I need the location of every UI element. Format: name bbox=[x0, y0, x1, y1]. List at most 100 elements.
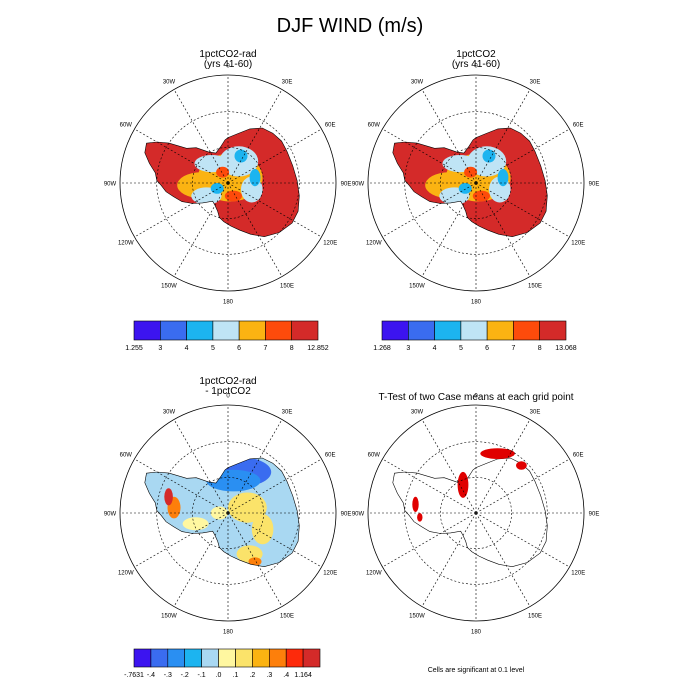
colorbar-tick-label: .0 bbox=[216, 672, 222, 679]
diff-cell-yellow bbox=[228, 492, 267, 523]
longitude-label: 90E bbox=[589, 512, 600, 518]
colorbar-tick-label: 1.268 bbox=[373, 345, 391, 352]
longitude-label: 30E bbox=[282, 409, 293, 415]
colorbar-tick-label: 1.164 bbox=[294, 672, 312, 679]
longitude-label: 60E bbox=[573, 453, 584, 459]
colorbar-box bbox=[460, 320, 488, 341]
longitude-line bbox=[227, 128, 322, 184]
longitude-line bbox=[227, 182, 283, 277]
colorbar-tick-label: .1 bbox=[233, 672, 239, 679]
longitude-label: 30E bbox=[530, 409, 541, 415]
panel-2: 1pctCO2 (yrs 41-60) 0 30E 60E 90E 120E 150E 18… bbox=[352, 49, 600, 352]
longitude-line bbox=[134, 182, 229, 238]
longitude-line bbox=[475, 89, 531, 184]
panel-1-title-line1: 1pctCO2-rad bbox=[199, 49, 256, 60]
panel-4: T-Test of two Case means at each grid po… bbox=[352, 392, 600, 674]
panel-4-title: T-Test of two Case means at each grid po… bbox=[378, 392, 573, 403]
panel-3-title-line1: 1pctCO2-rad bbox=[199, 376, 256, 387]
colorbar-tick-label: 3 bbox=[158, 345, 162, 352]
colorbar-box bbox=[235, 648, 253, 668]
longitude-label: 120E bbox=[323, 241, 337, 247]
panel-1-title-line2: (yrs 41-60) bbox=[204, 59, 252, 70]
wind-field bbox=[392, 128, 548, 237]
latitude-circle bbox=[404, 111, 548, 255]
colorbar-box bbox=[381, 320, 409, 341]
longitude-line bbox=[227, 182, 322, 238]
longitude-label: 60E bbox=[325, 453, 336, 459]
panel-1-map: 0 30E 60E 90E 120E 150E 180 150W 120W 90W 60W 30W bbox=[104, 64, 352, 306]
colorbar-box bbox=[252, 648, 270, 668]
colorbar-box bbox=[539, 320, 567, 341]
longitude-line bbox=[173, 89, 229, 184]
colorbar-tick-label: -.3 bbox=[164, 672, 172, 679]
longitude-line bbox=[227, 89, 283, 184]
colorbar-tick-label: 7 bbox=[263, 345, 267, 352]
colorbar-tick-label: 1.255 bbox=[125, 345, 143, 352]
map-border-circle bbox=[367, 404, 585, 622]
diff-cell-yellow bbox=[251, 514, 274, 545]
latitude-circle bbox=[440, 147, 512, 219]
wind-cell-red-orange bbox=[464, 166, 478, 178]
colorbar-tick-label: 5 bbox=[459, 345, 463, 352]
figure-title: DJF WIND (m/s) bbox=[277, 15, 424, 37]
longitude-label: 0 bbox=[474, 64, 478, 70]
longitude-label: 90E bbox=[341, 512, 352, 518]
longitude-label: 60E bbox=[573, 123, 584, 129]
coastline bbox=[144, 127, 300, 238]
colorbar-box bbox=[265, 320, 292, 341]
colorbar-box bbox=[160, 320, 187, 341]
longitude-line bbox=[173, 182, 229, 277]
colorbar-tick-label: 13.068 bbox=[555, 345, 577, 352]
colorbar-box bbox=[302, 648, 321, 668]
longitude-label: 150W bbox=[161, 614, 177, 620]
colorbar-box bbox=[291, 320, 319, 341]
wind-cell-red-orange bbox=[224, 190, 242, 202]
panel-1-colorbar: 1.255 3 4 5 6 7 8 12.852 bbox=[125, 320, 329, 352]
longitude-line bbox=[475, 512, 570, 568]
longitude-label: 180 bbox=[471, 630, 482, 636]
colorbar-tick-label: 12.852 bbox=[307, 345, 329, 352]
panel-2-colorbar: 1.268 3 4 5 6 7 8 13.068 bbox=[373, 320, 577, 352]
longitude-label: 30W bbox=[411, 409, 424, 415]
longitude-line bbox=[382, 128, 477, 184]
panel-2-title-line1: 1pctCO2 bbox=[456, 49, 496, 60]
panel-1: 1pctCO2-rad (yrs 41-60) 0 30E 60E 90E 120E 15… bbox=[104, 49, 352, 352]
longitude-line bbox=[382, 512, 477, 568]
colorbar-tick-label: 3 bbox=[406, 345, 410, 352]
longitude-label: 120E bbox=[571, 241, 585, 247]
coastline bbox=[392, 127, 548, 238]
longitude-label: 30W bbox=[411, 79, 424, 85]
significant-cell bbox=[480, 448, 515, 459]
longitude-label: 120E bbox=[571, 571, 585, 577]
colorbar-box bbox=[407, 320, 435, 341]
colorbar-tick-label: -.4 bbox=[147, 672, 155, 679]
colorbar-tick-label: -.7631 bbox=[124, 672, 144, 679]
significant-cell bbox=[417, 513, 423, 522]
colorbar-tick-label: 7 bbox=[511, 345, 515, 352]
colorbar-tick-label: 8 bbox=[290, 345, 294, 352]
panel-2-map: 0 30E 60E 90E 120E 150E 180 150W 120W 90W 60W 30W bbox=[352, 64, 600, 306]
coastline bbox=[144, 457, 300, 568]
longitude-line bbox=[475, 128, 570, 184]
longitude-line bbox=[475, 182, 531, 277]
colorbar-box bbox=[150, 648, 169, 668]
latitude-circle bbox=[440, 477, 512, 549]
longitude-line bbox=[475, 419, 531, 514]
footnote: Cells are significant at 0.1 level bbox=[428, 667, 525, 674]
longitude-line bbox=[475, 512, 531, 607]
diff-cell-blue bbox=[206, 469, 261, 492]
colorbar-box bbox=[486, 320, 514, 341]
colorbar-tick-label: 5 bbox=[211, 345, 215, 352]
latitude-circle bbox=[192, 147, 264, 219]
colorbar-box bbox=[238, 320, 266, 341]
longitude-label: 90W bbox=[104, 182, 117, 188]
longitude-line bbox=[227, 512, 283, 607]
longitude-label: 120E bbox=[323, 571, 337, 577]
panel-3-title-line2: - 1pctCO2 bbox=[205, 386, 251, 397]
longitude-label: 150E bbox=[528, 614, 542, 620]
longitude-label: 60W bbox=[120, 123, 133, 129]
colorbar-tick-label: 6 bbox=[485, 345, 489, 352]
colorbar-box bbox=[133, 648, 152, 668]
longitude-line bbox=[382, 458, 477, 514]
